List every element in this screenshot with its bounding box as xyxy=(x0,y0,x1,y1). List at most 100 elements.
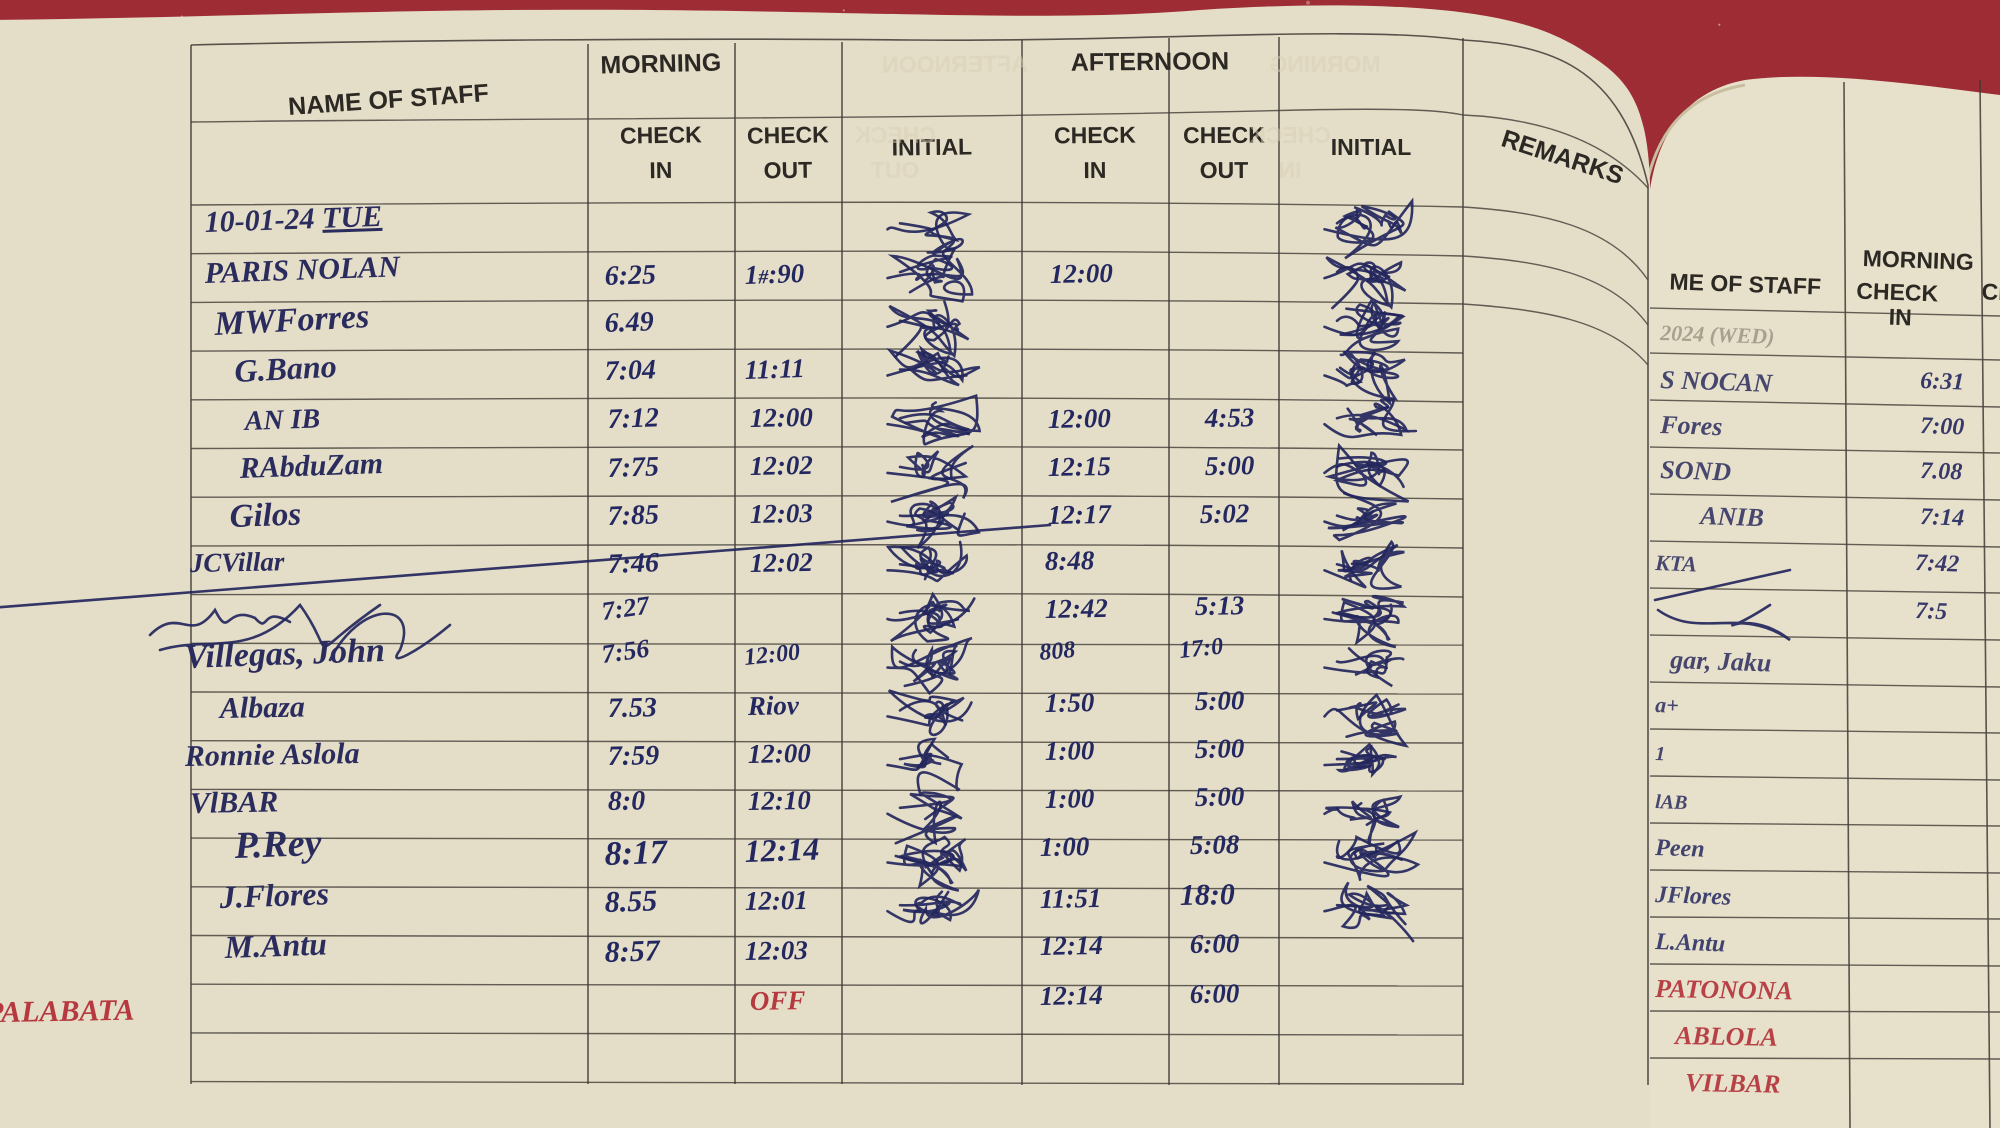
svg-text:6:31: 6:31 xyxy=(1920,368,1965,396)
svg-text:AN IB: AN IB xyxy=(242,403,321,437)
svg-text:RAbduZam: RAbduZam xyxy=(238,447,383,485)
svg-text:8:17: 8:17 xyxy=(604,834,670,873)
svg-text:12:00: 12:00 xyxy=(1050,258,1114,289)
svg-text:6:00: 6:00 xyxy=(1190,928,1241,959)
svg-text:PATONONA: PATONONA xyxy=(1654,974,1793,1005)
svg-text:12:17: 12:17 xyxy=(1048,499,1113,530)
svg-text:6:25: 6:25 xyxy=(604,259,656,292)
svg-text:CHECK: CHECK xyxy=(1249,122,1331,148)
svg-text:Albaza: Albaza xyxy=(218,691,306,726)
svg-text:5:00: 5:00 xyxy=(1195,733,1246,764)
svg-text:12:03: 12:03 xyxy=(745,935,809,966)
svg-text:5:00: 5:00 xyxy=(1195,781,1246,812)
svg-text:JCVillar: JCVillar xyxy=(189,546,286,578)
svg-text:IN: IN xyxy=(649,157,672,183)
svg-text:17:0: 17:0 xyxy=(1178,634,1224,664)
svg-text:5:02: 5:02 xyxy=(1200,498,1250,529)
svg-text:L.Antu: L.Antu xyxy=(1654,929,1726,957)
svg-text:12:14: 12:14 xyxy=(1040,930,1104,961)
svg-text:PARIS NOLAN: PARIS NOLAN xyxy=(203,250,402,290)
svg-text:12:10: 12:10 xyxy=(748,785,812,816)
svg-text:18:0: 18:0 xyxy=(1180,878,1236,912)
svg-text:ANIB: ANIB xyxy=(1698,501,1765,532)
svg-text:lAB: lAB xyxy=(1655,791,1688,814)
svg-text:7:75: 7:75 xyxy=(607,451,659,484)
svg-text:G.Bano: G.Bano xyxy=(233,348,337,389)
svg-text:5:08: 5:08 xyxy=(1190,829,1241,860)
svg-text:8:48: 8:48 xyxy=(1045,545,1096,576)
svg-text:SOND: SOND xyxy=(1660,455,1732,486)
svg-text:OUT: OUT xyxy=(871,157,920,183)
svg-text:8.55: 8.55 xyxy=(604,884,658,919)
svg-text:P.Rey: P.Rey xyxy=(233,822,322,867)
svg-text:1:50: 1:50 xyxy=(1045,687,1096,718)
svg-text:Fores: Fores xyxy=(1659,410,1723,441)
svg-text:11:51: 11:51 xyxy=(1040,883,1102,914)
svg-text:7.53: 7.53 xyxy=(608,692,658,724)
svg-text:12:00: 12:00 xyxy=(1048,403,1112,434)
svg-text:12:42: 12:42 xyxy=(1045,593,1109,624)
svg-text:OUT: OUT xyxy=(763,157,812,184)
svg-text:8:0: 8:0 xyxy=(608,785,646,817)
svg-text:CHECK: CHECK xyxy=(1856,278,1939,307)
svg-text:1:00: 1:00 xyxy=(1040,831,1091,862)
svg-text:6.49: 6.49 xyxy=(604,306,654,339)
svg-text:AFTERNOON: AFTERNOON xyxy=(1071,47,1230,76)
svg-text:IN: IN xyxy=(1279,157,1302,183)
svg-text:VILBAR: VILBAR xyxy=(1685,1068,1781,1099)
svg-text:4:53: 4:53 xyxy=(1204,402,1255,433)
svg-text:KTA: KTA xyxy=(1654,550,1697,576)
svg-text:Villegas, John: Villegas, John xyxy=(184,632,385,676)
svg-text:7:04: 7:04 xyxy=(604,354,656,387)
svg-text:12:03: 12:03 xyxy=(750,498,814,529)
svg-text:1#:90: 1#:90 xyxy=(744,258,805,290)
svg-text:7:59: 7:59 xyxy=(608,740,660,772)
svg-text:MORNING: MORNING xyxy=(1269,51,1380,77)
svg-text:J.Flores: J.Flores xyxy=(218,875,330,915)
svg-text:S NOCAN: S NOCAN xyxy=(1660,365,1774,398)
svg-text:11:11: 11:11 xyxy=(744,353,805,385)
svg-text:5:13: 5:13 xyxy=(1195,590,1245,621)
svg-text:Ronnie Aslola: Ronnie Aslola xyxy=(184,737,360,773)
svg-text:IN: IN xyxy=(1083,157,1106,183)
svg-text:JFlores: JFlores xyxy=(1654,882,1732,911)
svg-text:CHECK: CHECK xyxy=(854,122,936,148)
svg-text:PALABATA: PALABATA xyxy=(0,994,135,1030)
svg-text:12:02: 12:02 xyxy=(750,450,814,481)
svg-text:7:5: 7:5 xyxy=(1915,598,1948,625)
svg-text:MORNING: MORNING xyxy=(1862,245,1974,275)
svg-text:12:01: 12:01 xyxy=(745,885,809,916)
svg-text:1: 1 xyxy=(1655,743,1666,765)
svg-text:7:42: 7:42 xyxy=(1915,550,1960,578)
svg-text:10-01-24 TUE: 10-01-24 TUE xyxy=(204,200,383,239)
svg-text:2024 (WED): 2024 (WED) xyxy=(1659,320,1775,349)
svg-text:OUT: OUT xyxy=(1200,157,1249,183)
svg-text:CHECK: CHECK xyxy=(620,121,703,148)
svg-text:OFF: OFF xyxy=(750,985,806,1016)
svg-text:12:02: 12:02 xyxy=(750,547,814,578)
svg-text:AFTERNOON: AFTERNOON xyxy=(882,50,1028,77)
svg-text:M.Antu: M.Antu xyxy=(223,925,327,965)
svg-text:ME OF STAFF: ME OF STAFF xyxy=(1669,268,1821,299)
svg-text:1:00: 1:00 xyxy=(1045,783,1096,814)
svg-text:1:00: 1:00 xyxy=(1045,735,1096,766)
svg-text:808: 808 xyxy=(1038,637,1076,666)
svg-text:12:15: 12:15 xyxy=(1048,451,1112,482)
svg-text:7.08: 7.08 xyxy=(1920,458,1963,485)
svg-text:12:00: 12:00 xyxy=(750,402,814,433)
svg-text:7:12: 7:12 xyxy=(607,402,659,435)
svg-text:6:00: 6:00 xyxy=(1190,978,1241,1009)
svg-text:7:46: 7:46 xyxy=(607,547,659,580)
svg-text:MORNING: MORNING xyxy=(600,49,721,80)
svg-text:12:14: 12:14 xyxy=(744,830,820,869)
svg-text:5:00: 5:00 xyxy=(1205,450,1256,481)
svg-text:a+: a+ xyxy=(1655,692,1679,718)
svg-text:Peen: Peen xyxy=(1654,835,1705,863)
svg-text:12:00: 12:00 xyxy=(748,738,812,769)
svg-text:INITIAL: INITIAL xyxy=(1331,134,1412,160)
svg-text:ABLOLA: ABLOLA xyxy=(1673,1021,1778,1052)
svg-text:8:57: 8:57 xyxy=(604,934,661,969)
svg-text:CH: CH xyxy=(1981,278,2000,305)
svg-text:VlBAR: VlBAR xyxy=(190,785,279,820)
svg-text:7:85: 7:85 xyxy=(607,499,659,532)
